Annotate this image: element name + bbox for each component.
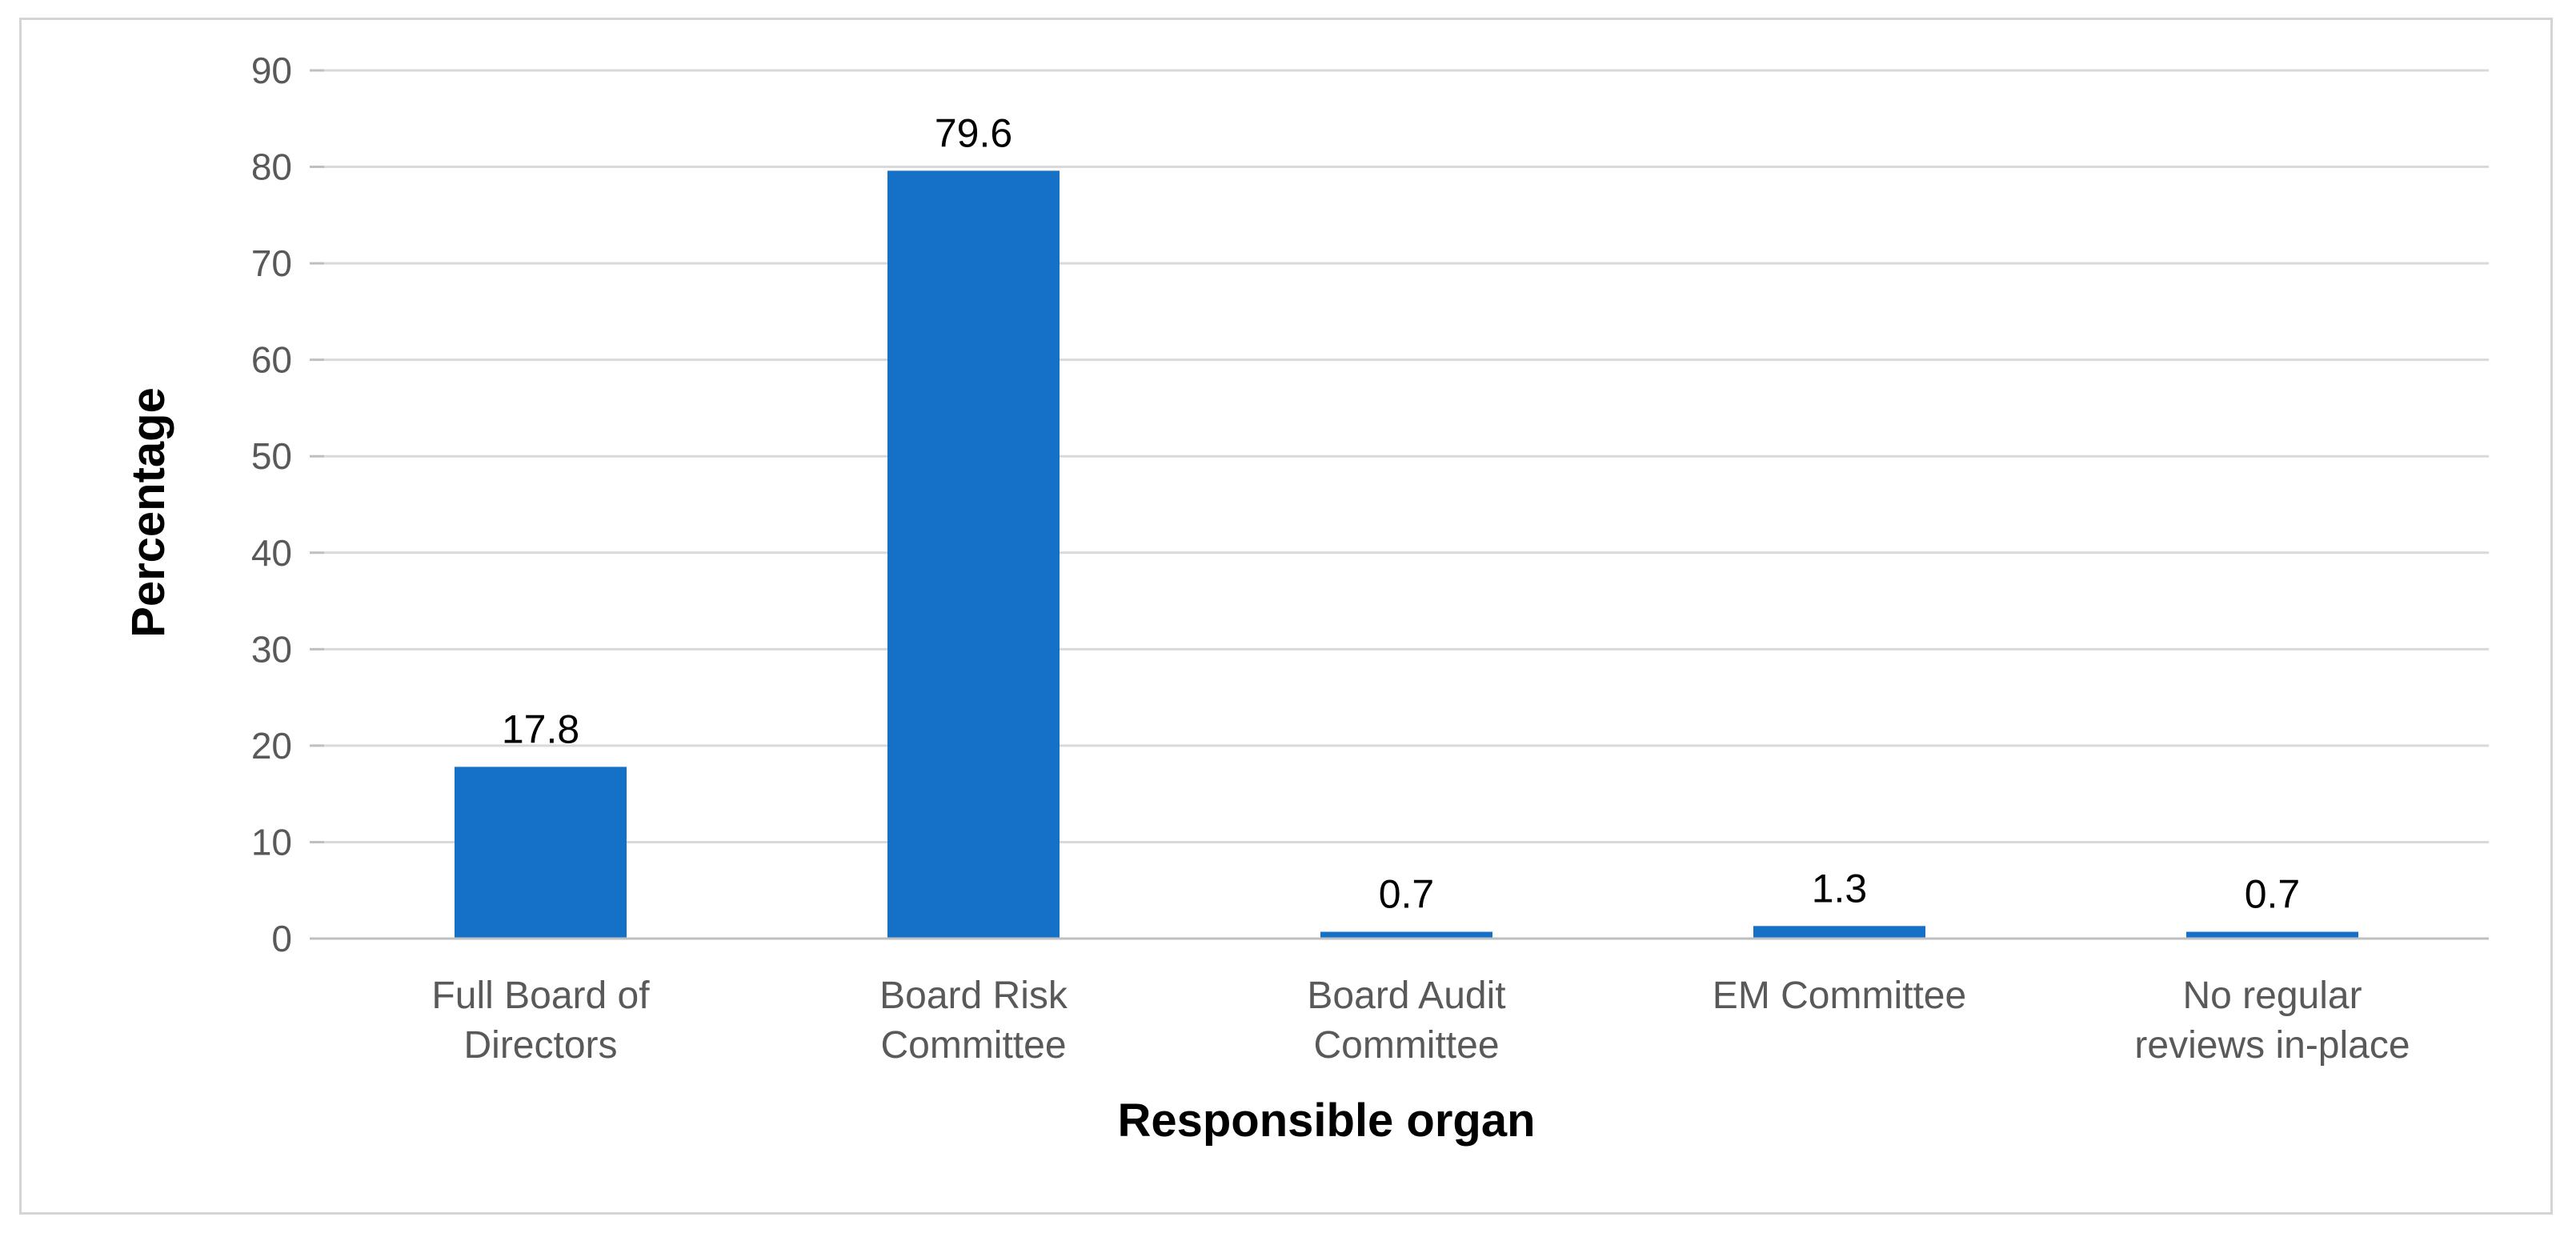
- y-tick-label: 10: [251, 821, 292, 863]
- x-axis-categories: Full Board of Directors Board Risk Committe…: [431, 975, 2410, 1067]
- bar: [887, 170, 1060, 939]
- y-tick-label: 50: [251, 435, 292, 477]
- x-category-label: Board Risk Committee: [879, 975, 1068, 1067]
- bars: [455, 170, 2358, 939]
- y-axis-ticks: 0 10 20 30 40 50 60 70 80 90: [251, 50, 324, 959]
- y-tick-label: 0: [271, 918, 292, 959]
- x-axis-title: Responsible organ: [1117, 1095, 1535, 1147]
- x-category-label: Board Audit Committee: [1307, 975, 1505, 1067]
- data-label: 17.8: [502, 707, 579, 751]
- y-tick-label: 80: [251, 146, 292, 188]
- x-category-label: Full Board of Directors: [431, 975, 650, 1067]
- bar: [2186, 931, 2358, 939]
- data-label: 79.6: [935, 110, 1012, 155]
- y-axis-title: Percentage: [122, 387, 174, 638]
- y-tick-label: 20: [251, 725, 292, 767]
- chart-frame: [19, 18, 2553, 1215]
- bar: [1320, 931, 1492, 939]
- y-tick-label: 90: [251, 50, 292, 91]
- data-label: 1.3: [1812, 866, 1868, 911]
- gridlines: [324, 69, 2489, 843]
- data-labels: 17.8 79.6 0.7 1.3 0.7: [502, 110, 2300, 916]
- x-category-label: EM Committee: [1713, 975, 1966, 1017]
- x-category-label: No regular reviews in-place: [2134, 975, 2410, 1067]
- data-label: 0.7: [1379, 872, 1435, 917]
- y-tick-label: 70: [251, 242, 292, 284]
- bar: [455, 767, 627, 939]
- bar: [1753, 926, 1925, 939]
- data-label: 0.7: [2245, 872, 2301, 917]
- y-tick-label: 40: [251, 532, 292, 574]
- y-tick-label: 60: [251, 339, 292, 381]
- y-tick-label: 30: [251, 628, 292, 670]
